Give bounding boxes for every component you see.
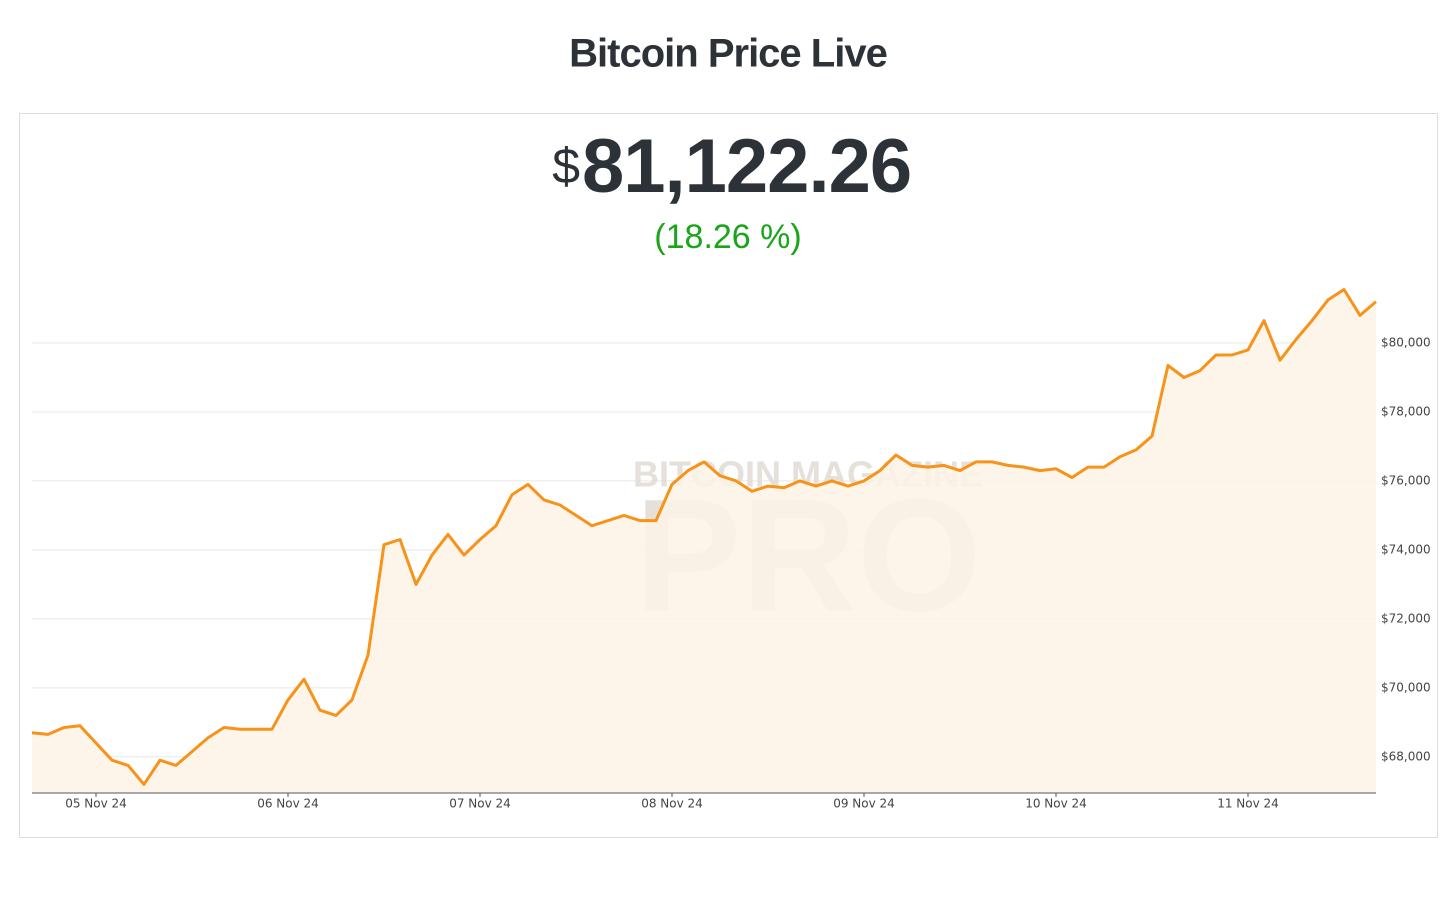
- price-symbol: $: [552, 138, 580, 194]
- price: 81,122.26: [582, 124, 911, 209]
- x-tick-label: 06 Nov 24: [257, 797, 319, 811]
- y-tick-label: $74,000: [1381, 542, 1431, 556]
- x-tick-label: 11 Nov 24: [1217, 797, 1279, 811]
- area: [32, 289, 1376, 793]
- y-tick-label: $80,000: [1381, 335, 1431, 349]
- chart-title: Bitcoin Price Live: [569, 32, 887, 76]
- x-tick-label: 10 Nov 24: [1025, 797, 1087, 811]
- price-line: [31, 288, 1377, 786]
- x-tick-label: 07 Nov 24: [449, 797, 511, 811]
- y-tick-label: $70,000: [1381, 680, 1431, 694]
- y-tick-label: $68,000: [1381, 749, 1431, 763]
- x-tick-label: 09 Nov 24: [833, 797, 895, 811]
- y-tick-label: $72,000: [1381, 611, 1431, 625]
- plot-area: $68,000 $70,000 $72,000 $74,000 $76,000 $78,0…: [31, 288, 1431, 811]
- y-tick-label: $76,000: [1381, 473, 1431, 487]
- x-tick-label: 08 Nov 24: [641, 797, 703, 811]
- y-tick-label: $78,000: [1381, 404, 1431, 418]
- price-change: (18.26 %): [654, 218, 801, 256]
- x-tick-label: 05 Nov 24: [65, 797, 127, 811]
